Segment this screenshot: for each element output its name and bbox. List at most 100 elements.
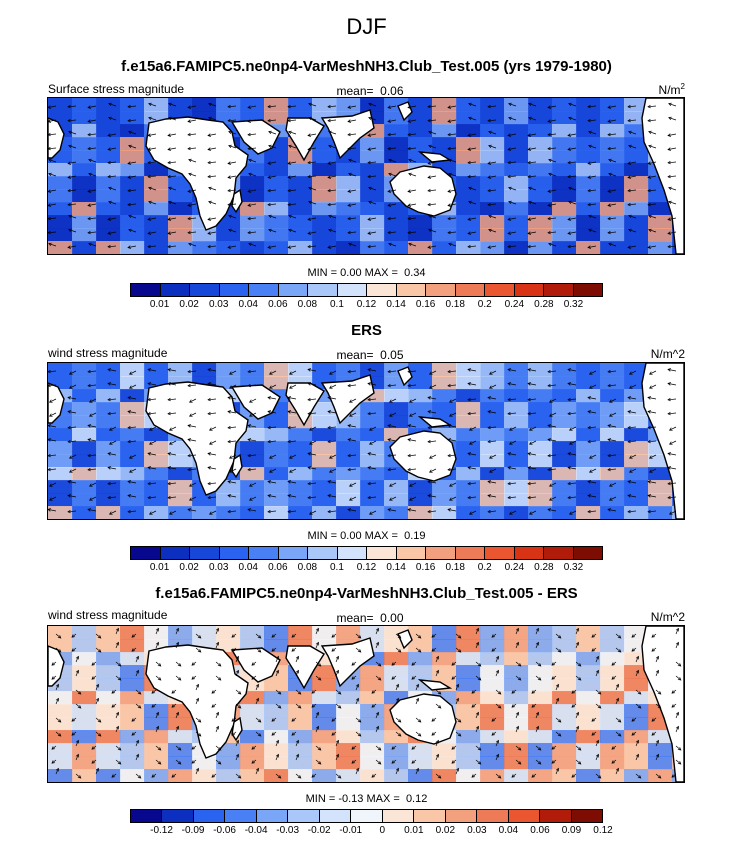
wind-vector-arrow (88, 496, 97, 501)
wind-vector-arrow (67, 410, 77, 414)
field-cell (264, 743, 289, 757)
wind-vector-arrow (127, 410, 137, 414)
wind-vector-arrow (608, 242, 617, 247)
colorbar-swatch (455, 547, 485, 559)
wind-vector-arrow (591, 731, 597, 736)
wind-vector-arrow (627, 425, 637, 430)
wind-vector-arrow (567, 382, 577, 386)
wind-vector-arrow (227, 245, 237, 249)
wind-vector-arrow (87, 189, 97, 193)
panel-1-min-value: 0.00 (340, 267, 362, 279)
field-cell (528, 665, 553, 679)
field-cell (120, 98, 145, 112)
southeast-asia-landmass (320, 109, 375, 160)
wind-vector-arrow (527, 244, 537, 249)
wind-vector-arrow (127, 175, 137, 179)
field-cell (504, 665, 529, 679)
wind-vector-arrow (48, 242, 57, 247)
field-cell (552, 228, 577, 242)
wind-vector-arrow (567, 452, 577, 456)
field-cell (552, 493, 577, 507)
wind-vector-arrow (507, 160, 517, 165)
wind-vector-arrow (527, 382, 537, 386)
wind-vector-arrow (191, 675, 197, 680)
field-cell (552, 124, 577, 138)
wind-vector-arrow (268, 384, 277, 389)
madagascar-landmass (231, 453, 243, 479)
colorbar-swatch (278, 547, 308, 559)
field-cell (528, 215, 553, 229)
wind-vector-arrow (447, 146, 457, 151)
wind-vector-arrow (527, 411, 537, 416)
field-cell (600, 454, 625, 468)
wind-vector-arrow (671, 689, 677, 694)
panel-2-max-label: MAX = (364, 530, 398, 542)
wind-vector-arrow (535, 759, 542, 765)
field-cell (336, 163, 361, 177)
wind-vector-arrow (207, 231, 217, 235)
wind-vector-arrow (95, 767, 100, 775)
wind-vector-arrow (367, 244, 377, 249)
wind-vector-arrow (548, 172, 557, 177)
wind-vector-arrow (147, 397, 157, 402)
wind-vector-arrow (188, 412, 197, 417)
wind-vector-arrow (148, 200, 157, 205)
wind-vector-arrow (455, 647, 462, 653)
wind-vector-arrow (487, 161, 497, 165)
wind-vector-arrow (651, 633, 657, 638)
wind-vector-arrow (147, 244, 157, 249)
wind-vector-arrow (575, 725, 580, 733)
wind-vector-arrow (367, 397, 377, 402)
wind-vector-arrow (227, 396, 237, 400)
colorbar-tick-label: 0.03 (467, 825, 487, 836)
field-cell (72, 678, 97, 692)
field-cell (240, 176, 265, 190)
wind-vector-arrow (391, 759, 397, 764)
field-cell (600, 691, 625, 705)
wind-vector-arrow (107, 217, 117, 221)
wind-vector-arrow (491, 717, 497, 722)
wind-vector-arrow (311, 703, 317, 708)
field-cell (168, 467, 193, 481)
wind-vector-arrow (315, 675, 322, 681)
wind-vector-arrow (587, 245, 597, 249)
field-cell (456, 480, 481, 494)
wind-vector-arrow (95, 717, 102, 723)
wind-vector-arrow (527, 160, 537, 165)
field-cell (168, 202, 193, 216)
wind-vector-arrow (147, 382, 157, 386)
wind-vector-arrow (487, 175, 497, 179)
field-cell (504, 454, 529, 468)
wind-vector-arrow (555, 633, 562, 639)
panel-3-max-label: MAX = (366, 793, 400, 805)
wind-vector-arrow (307, 466, 317, 470)
wind-vector-arrow (175, 725, 180, 733)
wind-vector-arrow (55, 767, 60, 775)
field-cell (288, 441, 313, 455)
wind-vector-arrow (447, 467, 457, 472)
field-cell (72, 215, 97, 229)
australia-landmass (389, 165, 457, 217)
field-cell (528, 111, 553, 125)
field-cell (552, 98, 577, 112)
wind-vector-arrow (227, 188, 237, 193)
field-cell (576, 506, 601, 519)
south-america-west-coast (48, 382, 65, 424)
field-cell (552, 756, 577, 770)
wind-vector-arrow (395, 683, 400, 691)
wind-vector-arrow (211, 689, 217, 694)
wind-vector-arrow (55, 717, 62, 723)
wind-vector-arrow (368, 102, 377, 107)
wind-vector-arrow (507, 133, 517, 137)
panel-1-minmax: MIN = 0.00 MAX = 0.34 (0, 267, 733, 279)
wind-vector-arrow (75, 655, 80, 663)
wind-vector-arrow (428, 130, 437, 135)
wind-vector-arrow (427, 410, 437, 414)
wind-vector-arrow (267, 202, 277, 207)
wind-vector-arrow (507, 452, 517, 456)
field-cell (336, 176, 361, 190)
field-cell (144, 176, 169, 190)
wind-vector-arrow (308, 440, 317, 445)
field-cell (576, 163, 601, 177)
field-cell (600, 376, 625, 390)
